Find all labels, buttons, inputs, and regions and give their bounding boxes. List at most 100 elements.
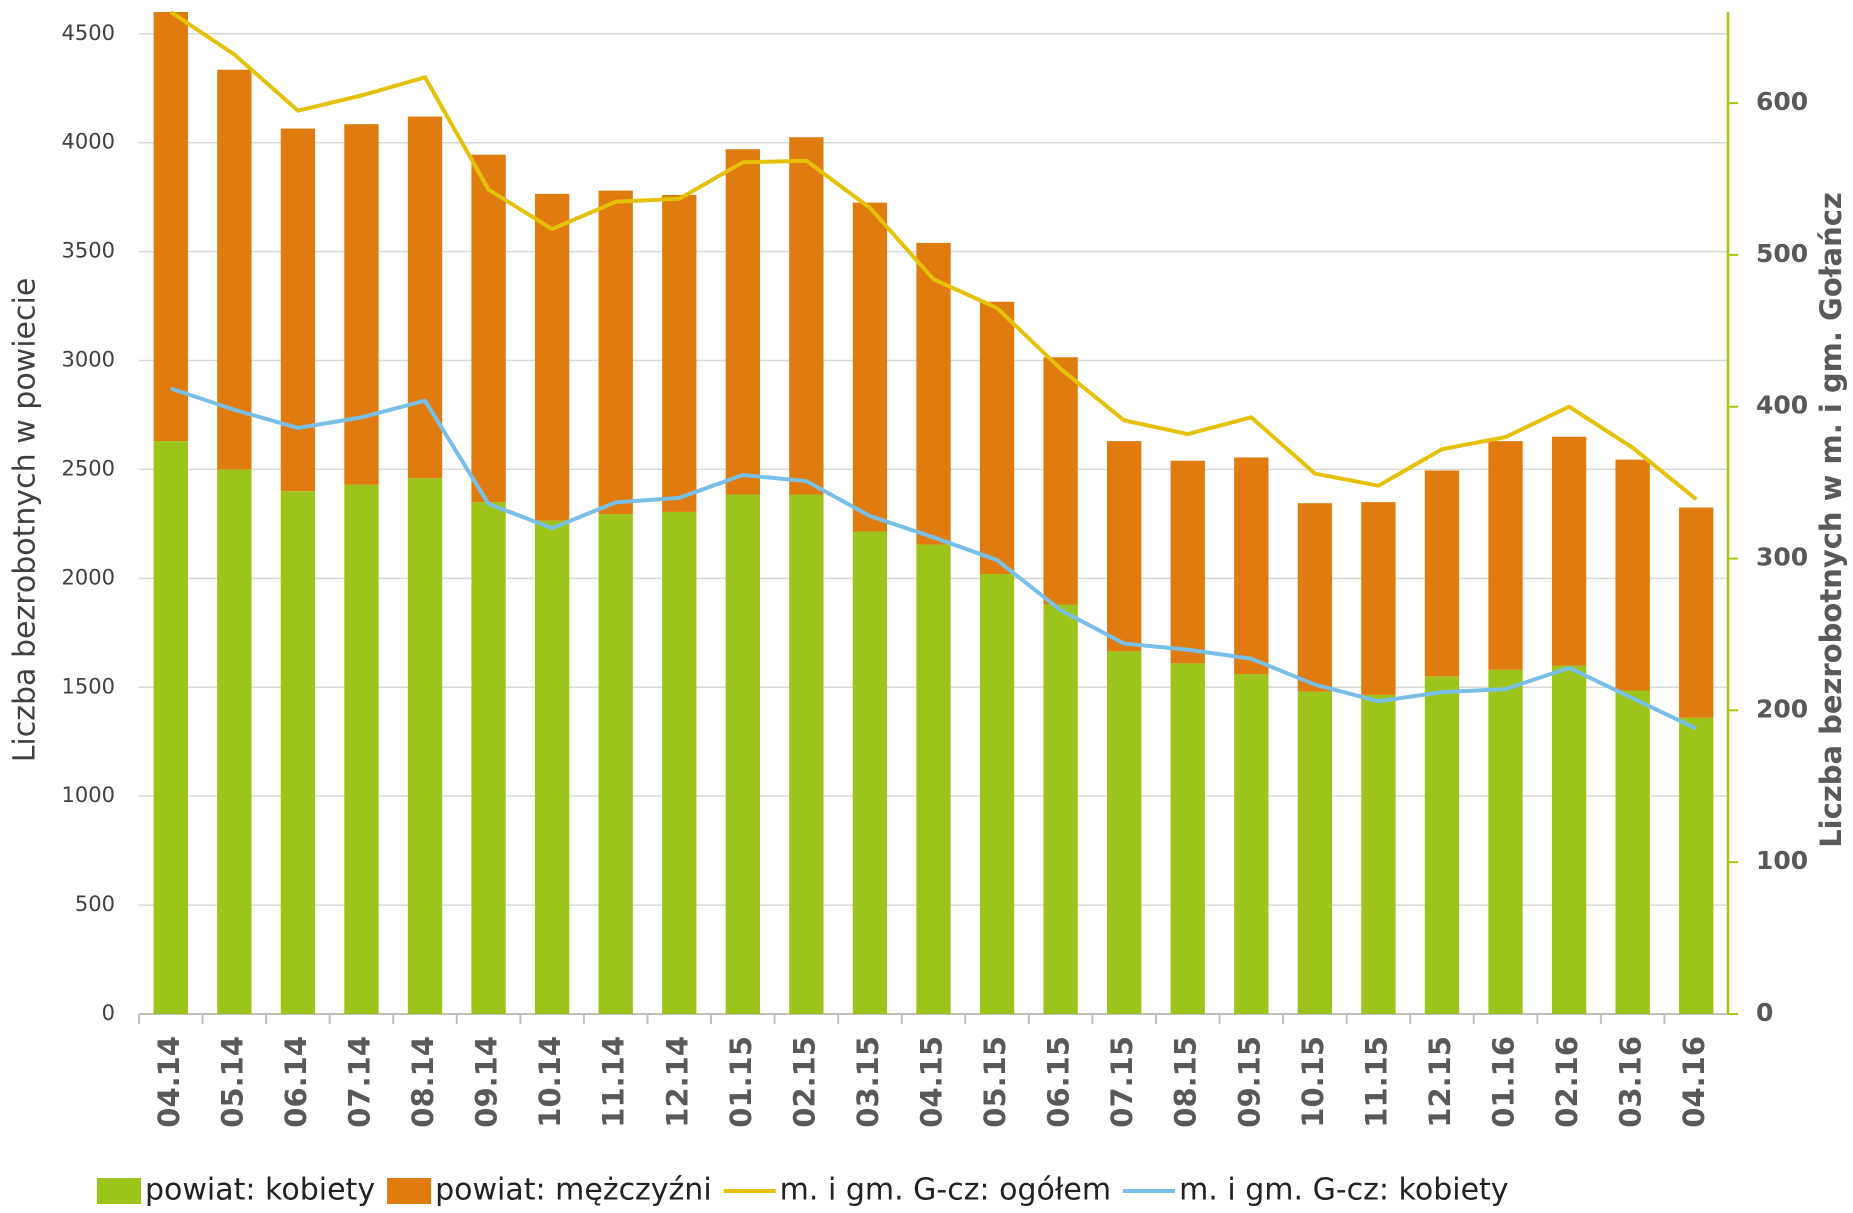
x-tick-label: 08.14	[406, 1036, 440, 1128]
x-tick-label: 08.15	[1169, 1036, 1203, 1128]
bar-segment	[344, 124, 379, 485]
bar-segment	[1424, 470, 1460, 677]
bar-segment	[852, 202, 888, 532]
x-tick-label: 03.15	[851, 1036, 885, 1128]
bar-segment	[662, 511, 697, 1014]
bar-segment	[725, 494, 760, 1015]
bar-segment	[1424, 676, 1460, 1014]
bar-segment	[217, 69, 252, 470]
bar-segment	[217, 469, 252, 1014]
legend-label: m. i gm. G-cz: ogółem	[780, 1173, 1111, 1208]
bar-segment	[852, 531, 888, 1014]
bar-segment	[916, 544, 951, 1014]
bar-segment	[1679, 717, 1714, 1014]
bar-segment	[1361, 694, 1396, 1014]
bar-segment	[1107, 651, 1142, 1014]
bar-segment	[1679, 507, 1714, 718]
bar-segment	[1488, 669, 1523, 1014]
x-tick-label: 09.15	[1232, 1036, 1266, 1128]
x-tick-label: 04.16	[1677, 1036, 1711, 1128]
legend-swatch	[387, 1178, 432, 1204]
bar-segment	[153, 441, 188, 1014]
y-tick-label: 3000	[62, 348, 115, 372]
bar-segment	[1488, 441, 1523, 670]
bar-segment	[1170, 460, 1205, 664]
x-tick-label: 02.16	[1550, 1036, 1584, 1128]
bar-segment	[916, 242, 951, 545]
bar-segment	[1297, 691, 1333, 1014]
bar-segment	[534, 520, 570, 1014]
bar-segment	[979, 573, 1015, 1014]
bar-segment	[979, 301, 1015, 574]
bar-segment	[662, 194, 697, 512]
y-tick-label: 4500	[62, 21, 115, 45]
bar-segment	[789, 494, 824, 1015]
x-tick-label: 02.15	[787, 1036, 821, 1128]
x-tick-label: 06.15	[1042, 1036, 1076, 1128]
y2-tick-label: 500	[1756, 239, 1808, 268]
x-tick-label: 12.15	[1423, 1036, 1457, 1128]
x-tick-label: 09.14	[470, 1036, 504, 1128]
bar-segment	[1107, 441, 1142, 652]
bar-segment	[471, 502, 506, 1014]
bar-segment	[1551, 436, 1587, 666]
legend-label: m. i gm. G-cz: kobiety	[1179, 1173, 1508, 1208]
bar-segment	[1234, 457, 1269, 675]
x-tick-label: 01.16	[1487, 1036, 1521, 1128]
legend-label: powiat: kobiety	[145, 1173, 375, 1208]
line	[170, 386, 1698, 731]
x-tick-label: 04.14	[152, 1036, 186, 1128]
y-axis-title: Liczba bezrobotnych w powiecie	[8, 278, 43, 763]
y-tick-label: 3500	[62, 239, 115, 263]
bar-segment	[534, 193, 570, 521]
bar-segment	[789, 137, 824, 495]
bar-segment	[1043, 604, 1078, 1014]
y2-axis-title: Liczba bezrobotnych w m. i gm. Gołańcz	[1814, 192, 1848, 848]
bar-segment	[598, 190, 633, 515]
y2-tick-label: 300	[1756, 543, 1808, 572]
bar-segment	[280, 128, 316, 492]
bar-segment	[407, 478, 443, 1014]
x-tick-label: 01.15	[724, 1036, 758, 1128]
bar-segment	[344, 484, 379, 1014]
y-tick-label: 0	[102, 1001, 115, 1025]
x-tick-label: 03.16	[1614, 1036, 1648, 1128]
x-tick-label: 05.14	[215, 1036, 249, 1128]
y2-tick-label: 400	[1756, 391, 1808, 420]
bar-segment	[1170, 663, 1205, 1014]
bar-segment	[280, 491, 316, 1014]
bar-segment	[725, 149, 760, 495]
bar-segment	[471, 154, 506, 503]
bar-segment	[1234, 674, 1269, 1014]
line	[169, 10, 1698, 501]
bar-segment	[1615, 459, 1650, 691]
x-tick-label: 07.14	[342, 1036, 376, 1128]
y2-tick-label: 200	[1756, 694, 1808, 723]
bar-segment	[153, 12, 188, 442]
y-tick-label: 2500	[62, 456, 115, 480]
y2-tick-label: 0	[1756, 998, 1773, 1027]
x-tick-label: 12.14	[660, 1036, 694, 1128]
x-tick-label: 10.14	[533, 1036, 567, 1128]
bar-segment	[1043, 357, 1078, 605]
legend-label: powiat: mężczyźni	[435, 1173, 712, 1208]
y-tick-label: 500	[75, 892, 115, 916]
bar-segment	[1361, 502, 1396, 695]
y2-tick-label: 600	[1756, 87, 1808, 116]
x-tick-label: 06.14	[279, 1036, 313, 1128]
y-tick-label: 2000	[62, 565, 115, 589]
x-tick-label: 05.15	[978, 1036, 1012, 1128]
x-tick-label: 07.15	[1105, 1036, 1139, 1128]
bar-segment	[1297, 503, 1333, 692]
bar-segment	[598, 514, 633, 1014]
y-tick-label: 1500	[62, 674, 115, 698]
legend-swatch	[97, 1178, 141, 1204]
x-tick-label: 11.14	[597, 1036, 631, 1128]
y-tick-label: 4000	[62, 130, 115, 154]
bar-segment	[1551, 665, 1587, 1014]
x-tick-label: 11.15	[1359, 1036, 1393, 1128]
x-tick-label: 04.15	[915, 1036, 949, 1128]
x-tick-label: 10.15	[1296, 1036, 1330, 1128]
y-tick-label: 1000	[62, 783, 115, 807]
